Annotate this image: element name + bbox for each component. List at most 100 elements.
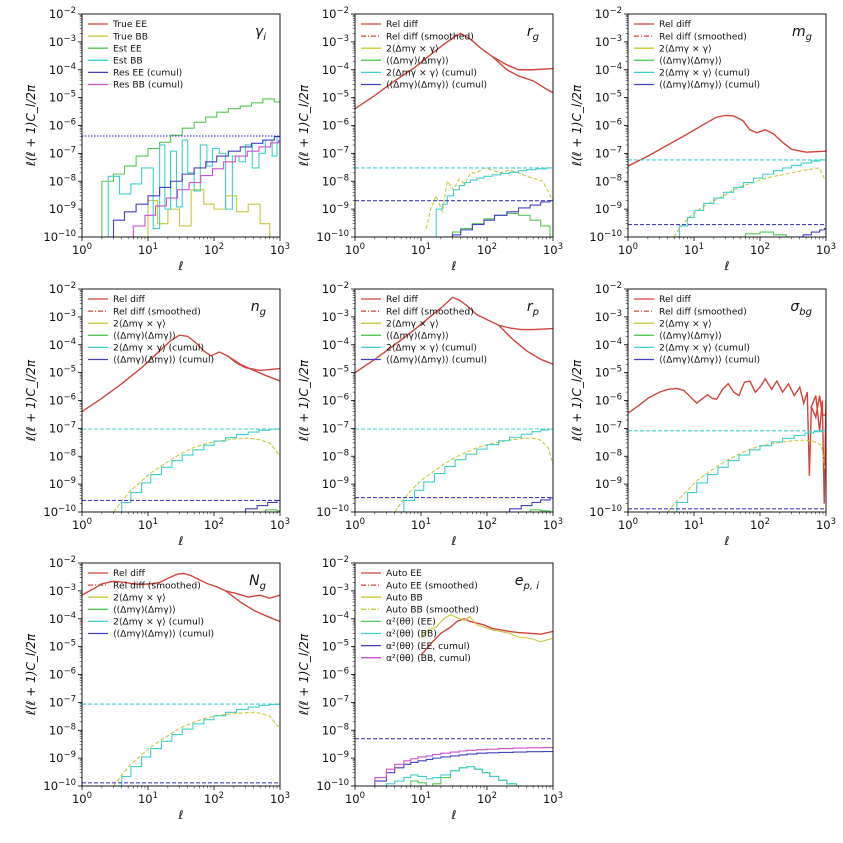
y-tick-label: 10−9 — [322, 476, 349, 491]
legend-label: ⟨(Δmγ)(Δmγ)⟩ (cumul) — [386, 80, 487, 91]
y-tick-label: 10−9 — [595, 201, 622, 216]
legend-label: ⟨(Δmγ)(Δmγ)⟩ — [386, 331, 449, 342]
legend-label: Est BB — [113, 56, 143, 67]
x-tick-label: 101 — [684, 242, 704, 257]
y-tick-label: 10−10 — [316, 778, 349, 793]
y-tick-label: 10−4 — [322, 611, 349, 626]
x-tick-label: 103 — [270, 791, 290, 806]
y-tick-label: 10−9 — [49, 201, 76, 216]
axes-frame — [354, 288, 554, 513]
legend-label: Est EE — [113, 43, 142, 54]
series-2-line — [227, 355, 280, 382]
x-axis-label: ℓ — [724, 534, 730, 548]
y-tick-label: 10−5 — [49, 639, 76, 654]
series-3-line — [113, 437, 279, 512]
y-tick-label: 10−8 — [595, 173, 622, 188]
y-tick-label: 10−7 — [49, 420, 76, 435]
y-tick-label: 10−2 — [49, 6, 76, 21]
y-tick-label: 10−2 — [49, 281, 76, 296]
x-tick-label: 100 — [72, 242, 92, 257]
y-axis-label: ℓ(ℓ + 1)C_l/2π — [570, 84, 584, 167]
y-axis-label: ℓ(ℓ + 1)C_l/2π — [297, 359, 311, 442]
legend-label: True BB — [112, 31, 148, 42]
panel-title: γi — [255, 24, 266, 43]
axes-frame — [81, 13, 281, 238]
series-5-line — [394, 428, 553, 512]
legend-label: ⟨(Δmγ)(Δmγ)⟩ (cumul) — [113, 355, 214, 366]
y-tick-label: 10−5 — [322, 90, 349, 105]
y-tick-label: 10−7 — [322, 420, 349, 435]
panel-title: ep, i — [515, 573, 539, 592]
series-3-line — [394, 437, 553, 512]
x-tick-label: 100 — [345, 242, 365, 257]
y-tick-label: 10−8 — [49, 722, 76, 737]
plot-area — [628, 114, 826, 237]
series-6-line — [446, 200, 553, 237]
legend-label: ⟨(Δmγ)(Δmγ)⟩ (cumul) — [659, 355, 760, 366]
legend-label: Rel diff — [659, 294, 691, 305]
series-6-line — [233, 499, 280, 512]
series-5-line — [434, 167, 553, 237]
x-axis-label: ℓ — [451, 259, 457, 273]
series-1-line — [355, 296, 553, 374]
series-1-line — [355, 32, 553, 110]
axes-frame — [81, 288, 281, 513]
y-tick-label: 10−8 — [49, 448, 76, 463]
x-tick-label: 100 — [345, 517, 365, 532]
series-6-line — [498, 497, 553, 512]
y-tick-label: 10−5 — [595, 90, 622, 105]
series-4-line — [374, 765, 523, 786]
legend-label: Rel diff (smoothed) — [386, 306, 474, 317]
y-tick-label: 10−4 — [595, 337, 622, 352]
series-2-line — [225, 590, 280, 623]
series-4-line — [253, 509, 280, 512]
panel-title: σbg — [790, 299, 812, 318]
legend-label: 2⟨Δmγ × γ⟩ (cumul) — [659, 68, 750, 79]
y-tick-label: 10−8 — [322, 722, 349, 737]
legend-label: α²⟨θθ⟩ (EE) — [386, 617, 436, 628]
y-tick-label: 10−2 — [595, 6, 622, 21]
x-axis-label: ℓ — [178, 808, 184, 822]
y-tick-label: 10−6 — [322, 393, 349, 408]
y-tick-label: 10−4 — [595, 62, 622, 77]
y-tick-label: 10−5 — [322, 365, 349, 380]
x-tick-label: 101 — [138, 791, 158, 806]
y-tick-label: 10−7 — [595, 145, 622, 160]
subplot-3: 100 101 102 103 10−10 10−9 10−8 10−7 10−6 10−5 10−… — [570, 6, 836, 273]
legend-label: 2⟨Δmγ × γ⟩ (cumul) — [386, 343, 477, 354]
y-tick-label: 10−8 — [595, 448, 622, 463]
legend-label: Rel diff — [113, 568, 145, 579]
y-tick-label: 10−10 — [316, 229, 349, 244]
series-1-line — [82, 334, 280, 413]
y-tick-label: 10−8 — [322, 448, 349, 463]
y-tick-label: 10−8 — [49, 173, 76, 188]
x-tick-label: 102 — [204, 791, 224, 806]
y-tick-label: 10−6 — [322, 667, 349, 682]
legend-label: True EE — [112, 19, 147, 30]
x-tick-label: 103 — [270, 517, 290, 532]
legend-label: 2⟨Δmγ × γ⟩ — [659, 43, 712, 54]
legend-label: Rel diff (smoothed) — [386, 31, 474, 42]
plot-area — [82, 572, 280, 786]
legend-label: Rel diff (smoothed) — [659, 31, 747, 42]
y-tick-label: 10−6 — [595, 393, 622, 408]
legend-label: 2⟨Δmγ × γ⟩ (cumul) — [113, 617, 204, 628]
series-6-line — [374, 746, 553, 786]
x-tick-label: 102 — [750, 242, 770, 257]
y-tick-label: 10−8 — [322, 173, 349, 188]
y-tick-label: 10−2 — [49, 555, 76, 570]
series-2-line — [498, 324, 553, 365]
legend-label: 2⟨Δmγ × γ⟩ — [113, 318, 166, 329]
plot-area — [82, 98, 280, 237]
series-1-line — [82, 572, 280, 599]
axes-frame — [354, 13, 554, 238]
y-tick-label: 10−10 — [43, 504, 76, 519]
y-axis-label: ℓ(ℓ + 1)C_l/2π — [297, 633, 311, 716]
legend-label: ⟨(Δmγ)(Δmγ)⟩ (cumul) — [659, 80, 760, 91]
legend-label: 2⟨Δmγ × γ⟩ (cumul) — [386, 68, 477, 79]
y-axis-label: ℓ(ℓ + 1)C_l/2π — [24, 84, 38, 167]
